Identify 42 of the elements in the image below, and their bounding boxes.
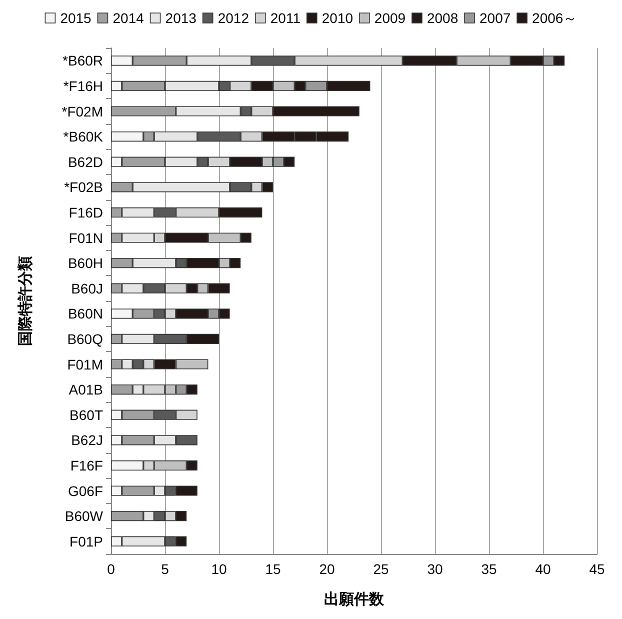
legend-label: 2010	[322, 10, 354, 26]
legend-label: 2013	[165, 10, 197, 26]
y-tick-label: F01M	[67, 356, 103, 372]
y-tick-label: *F16H	[63, 78, 103, 94]
y-tick-label: B60W	[64, 508, 104, 524]
y-tick-label: A01B	[68, 382, 103, 398]
y-tick-label: *F02B	[64, 179, 103, 196]
y-tick-label: B62J	[71, 432, 103, 448]
x-tick-label: 30	[427, 561, 443, 577]
x-tick-label: 45	[589, 561, 605, 577]
y-tick-label: *B60K	[63, 128, 104, 145]
y-tick-label: B60Q	[67, 330, 104, 347]
y-tick-label: B62D	[68, 154, 103, 170]
legend-label: 2009	[374, 10, 406, 26]
legend-label: 2012	[218, 10, 250, 26]
x-tick-label: 20	[319, 561, 335, 577]
legend-label: 2014	[112, 10, 144, 26]
y-tick-label: G06F	[68, 482, 103, 499]
y-tick-label: B60T	[70, 406, 104, 423]
legend-label: 2015	[60, 10, 92, 26]
legend-label: 2007	[480, 10, 511, 26]
x-axis-title: 出願件数	[324, 591, 385, 608]
legend-label: 2011	[270, 10, 301, 26]
y-tick-label: B60J	[71, 280, 103, 296]
y-tick-label: F16F	[70, 457, 103, 474]
y-tick-label: *F02M	[62, 103, 103, 120]
y-axis-title: 国際特許分類	[17, 256, 34, 346]
x-tick-label: 5	[161, 561, 170, 577]
x-tick-label: 40	[535, 561, 551, 577]
y-tick-label: *B60R	[62, 52, 103, 69]
x-tick-label: 25	[373, 561, 389, 577]
legend-label: 2006～	[532, 10, 578, 26]
x-tick-label: 35	[481, 561, 497, 577]
x-tick-label: 10	[211, 561, 227, 577]
y-tick-label: B60H	[68, 255, 103, 272]
y-tick-label: F01P	[70, 533, 103, 550]
x-tick-label: 0	[107, 561, 116, 577]
x-tick-label: 15	[265, 561, 281, 577]
y-tick-label: F01N	[68, 230, 103, 246]
legend-label: 2008	[426, 10, 458, 26]
y-tick-label: F16D	[68, 204, 103, 220]
y-tick-label: B60N	[68, 306, 103, 322]
